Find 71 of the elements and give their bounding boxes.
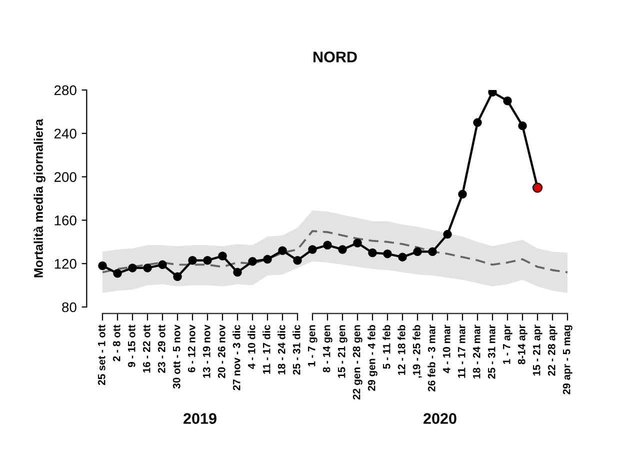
x-tick-label: 15 - 21 gen [338,325,348,378]
point [428,247,437,256]
x-tick-label: 8 - 14 gen [322,325,332,372]
point [503,96,512,106]
x-tick-label: 26 feb - 3 mar [428,324,436,392]
point [203,256,212,265]
x-tick-label: ,19 - 25 feb [412,325,422,378]
x-tick-label: 16 - 22 ott [142,324,150,373]
x-tick-label: 15 - 21 apr [532,324,542,376]
point [263,254,272,264]
x-tick-label: 20 - 26 nov [218,324,226,378]
point [173,272,182,281]
x-tick-label: 4 - 10 dic [248,324,256,370]
y-axis-title: Mortalità media giornaliera [34,118,46,278]
x-tick-label: 1 - 7 gen [308,325,318,366]
point [323,240,332,250]
point [128,264,137,272]
x-tick-label: 13 - 19 nov [202,324,210,378]
x-tick-label: 6 - 12 nov [188,324,196,372]
point [248,257,257,266]
x-tick-label: 25 - 31 mar [488,324,496,379]
chart-title: NORD [314,52,357,62]
x-tick-label: 22 - 28 apr [548,324,558,376]
point [218,252,227,260]
y-tick-label: 120 [54,258,76,269]
point [338,245,347,254]
point [473,118,482,127]
x-tick-label: 30 ott - 5 nov [172,324,180,389]
y-tick-label: 240 [54,128,76,139]
point [278,246,287,255]
text: 2019 [184,413,216,424]
x-tick-label: 29 gen - 4 feb [368,325,378,391]
x-tick-label: 27 nov - 3 dic [232,324,240,390]
point [368,248,377,258]
y-tick-label: 160 [54,216,76,226]
point [413,247,422,256]
point [158,260,167,270]
x-tick-label: 12 - 18 feb [398,325,406,375]
x-tick-label: 18 - 24 dic [278,324,286,374]
point [233,268,242,277]
x-tick-label: 23 - 29 ott [158,324,166,373]
point [518,121,527,130]
point [458,190,467,199]
x-tick-label: 9 - 15 ott [128,324,136,368]
point [443,230,452,239]
point [113,268,122,278]
x-tick-label: 8-14 apr [518,324,528,364]
point [383,249,392,258]
x-tick-label: 2 - 8 ott [112,324,120,362]
point [308,245,317,254]
y-tick-label: 200 [54,172,76,182]
point [188,256,197,265]
point [488,90,497,97]
y-tick-label: 280 [54,85,76,96]
point [293,256,302,265]
point [98,261,107,270]
x-tick-label: 11 - 17 dic [262,324,270,374]
point [353,238,362,248]
point [143,264,152,272]
x-tick-label: 18 - 24 mar [472,324,480,378]
text: 2020 [424,413,456,424]
x-tick-label: 1 - 7 apr [503,324,512,364]
y-tick-label: 80 [62,302,76,312]
x-tick-label: 25 set - 1 ott [98,324,106,386]
x-tick-label: 11 - 17 mar [458,324,466,378]
x-tick-label: 25 - 31 dic [292,324,300,375]
point [398,252,407,262]
x-tick-label: 22 gen - 28 gen [352,325,362,400]
x-tick-label: 5 - 11 feb [382,325,390,369]
x-tick-label: 29 apr - 5 mag [562,325,572,394]
x-tick-label: 4 - 10 mar [442,324,450,374]
